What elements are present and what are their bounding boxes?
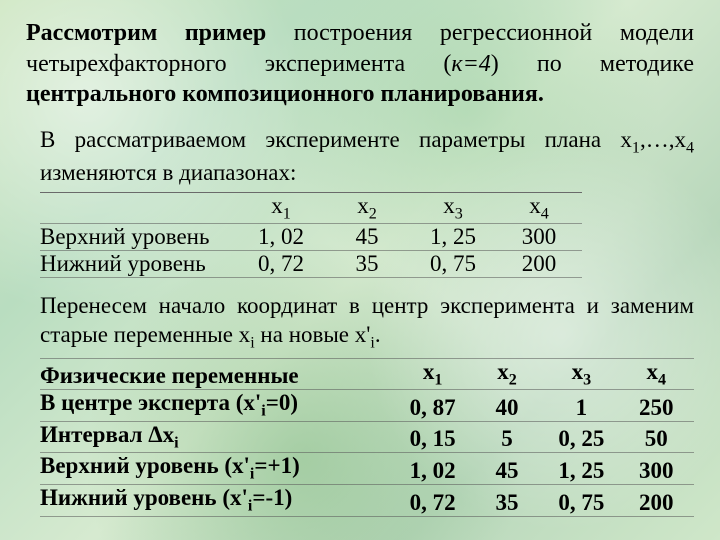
pv-cell: 0, 15 [395, 421, 469, 453]
levels-cell: 1, 02 [238, 224, 324, 251]
p2-text-c: . [375, 322, 381, 347]
pv-cell: 40 [470, 390, 544, 422]
pv-cell: 35 [470, 485, 544, 517]
levels-cell: 35 [324, 251, 410, 278]
title-text-4: ) по методике [491, 51, 694, 77]
slide: Рассмотрим пример построения регрессионн… [0, 0, 720, 529]
pv-header-x1: x1 [395, 358, 469, 390]
table-row: Нижний уровень (x'i=-1) 0, 72 35 0, 75 2… [40, 485, 694, 517]
title-bold-1: Рассмотрим пример [26, 20, 266, 46]
pv-cell: 50 [619, 421, 694, 453]
pv-cell: 5 [470, 421, 544, 453]
pv-cell: 300 [619, 453, 694, 485]
p1-text-b: ,…,x [640, 127, 686, 152]
table-row: Интервал Δxi 0, 15 5 0, 25 50 [40, 421, 694, 453]
pv-cell: 1, 02 [395, 453, 469, 485]
levels-header-x3: x3 [410, 192, 496, 224]
levels-cell: 300 [496, 224, 582, 251]
p1-sub-1: 1 [632, 140, 640, 157]
physical-vars-table: Физические переменные x1 x2 x3 x4 В цент… [40, 358, 694, 517]
pv-row0-label: Физические переменные [40, 358, 395, 390]
levels-row-upper-label: Верхний уровень [40, 224, 238, 251]
p1-sub-4: 4 [686, 140, 694, 157]
table-row: В центре эксперта (x'i=0) 0, 87 40 1 250 [40, 390, 694, 422]
table-row: Верхний уровень (x'i=+1) 1, 02 45 1, 25 … [40, 453, 694, 485]
levels-header-empty [40, 192, 238, 224]
pv-header-x3: x3 [544, 358, 618, 390]
paragraph-1: В рассматриваемом эксперименте параметры… [40, 126, 694, 187]
pv-cell: 1 [544, 390, 618, 422]
body: В рассматриваемом эксперименте параметры… [26, 126, 694, 516]
table-row: Верхний уровень 1, 02 45 1, 25 300 [40, 224, 582, 251]
pv-cell: 250 [619, 390, 694, 422]
levels-cell: 200 [496, 251, 582, 278]
levels-header-x1: x1 [238, 192, 324, 224]
levels-cell: 45 [324, 224, 410, 251]
table-row: Физические переменные x1 x2 x3 x4 [40, 358, 694, 390]
title-italic: к=4 [451, 51, 490, 77]
levels-header-x4: x4 [496, 192, 582, 224]
paragraph-2: Перенесем начало координат в центр экспе… [40, 292, 694, 353]
pv-header-x4: x4 [619, 358, 694, 390]
levels-cell: 0, 72 [238, 251, 324, 278]
table-row: x1 x2 x3 x4 [40, 192, 582, 224]
table-row: Нижний уровень 0, 72 35 0, 75 200 [40, 251, 582, 278]
p1-text-c: изменяются в диапазонах: [40, 160, 296, 185]
p1-text-a: В рассматриваемом эксперименте параметры… [40, 127, 632, 152]
pv-header-x2: x2 [470, 358, 544, 390]
pv-cell: 200 [619, 485, 694, 517]
pv-cell: 0, 72 [395, 485, 469, 517]
pv-cell: 0, 87 [395, 390, 469, 422]
pv-cell: 0, 75 [544, 485, 618, 517]
levels-cell: 0, 75 [410, 251, 496, 278]
levels-table: x1 x2 x3 x4 Верхний уровень 1, 02 45 1, … [40, 192, 582, 279]
levels-row-lower-label: Нижний уровень [40, 251, 238, 278]
title-paragraph: Рассмотрим пример построения регрессионн… [26, 18, 694, 110]
pv-cell: 0, 25 [544, 421, 618, 453]
pv-row1-label: В центре эксперта (x'i=0) [40, 390, 395, 422]
title-bold-5: центрального композиционного планировани… [26, 81, 544, 107]
p2-text-b: на новые x' [255, 322, 371, 347]
levels-header-x2: x2 [324, 192, 410, 224]
pv-row2-label: Интервал Δxi [40, 421, 395, 453]
pv-row3-label: Верхний уровень (x'i=+1) [40, 453, 395, 485]
levels-cell: 1, 25 [410, 224, 496, 251]
pv-cell: 45 [470, 453, 544, 485]
pv-cell: 1, 25 [544, 453, 618, 485]
pv-row4-label: Нижний уровень (x'i=-1) [40, 485, 395, 517]
